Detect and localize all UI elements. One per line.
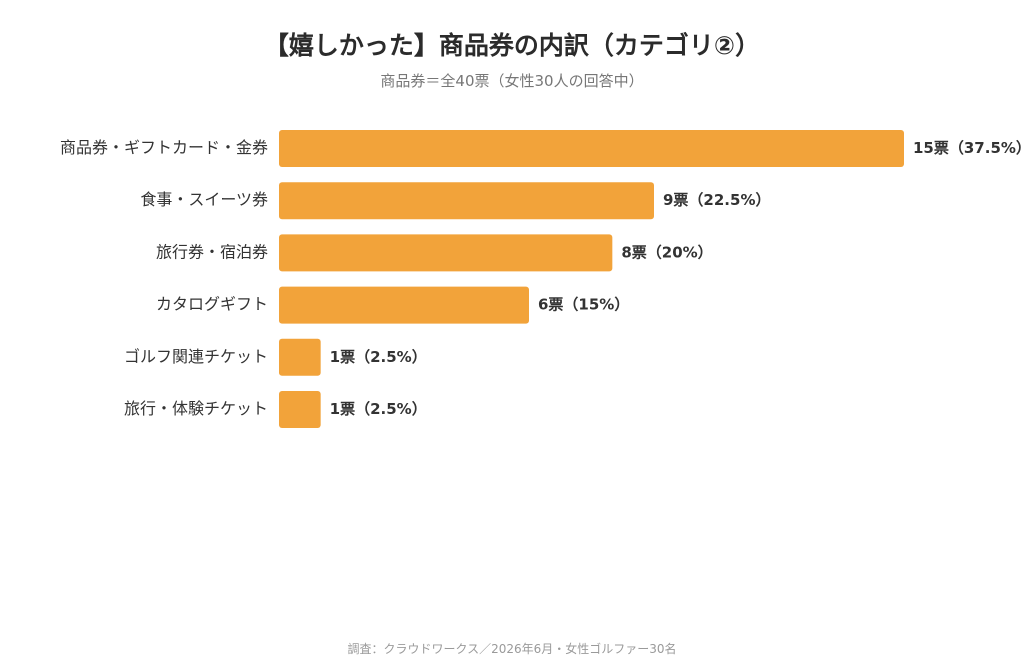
bar xyxy=(279,182,654,220)
category-label: 商品券・ギフトカード・金券 xyxy=(60,138,268,157)
data-label: 8票（20%） xyxy=(621,243,712,261)
chart-title: 【嬉しかった】商品券の内訳（カテゴリ②） xyxy=(263,31,761,60)
data-label: 6票（15%） xyxy=(538,296,629,314)
category-label: 旅行・体験チケット xyxy=(124,399,268,418)
bar xyxy=(279,286,529,324)
category-label: 食事・スイーツ券 xyxy=(140,190,268,209)
data-label: 15票（37.5%） xyxy=(913,139,1024,157)
data-label: 1票（2.5%） xyxy=(330,348,427,366)
bar xyxy=(279,234,613,272)
bar xyxy=(279,391,321,428)
bar xyxy=(279,130,904,167)
data-label: 1票（2.5%） xyxy=(330,400,427,418)
chart-subtitle: 商品券＝全40票（女性30人の回答中） xyxy=(380,72,644,90)
category-label: ゴルフ関連チケット xyxy=(124,347,268,366)
data-label: 9票（22.5%） xyxy=(663,191,770,209)
bar xyxy=(279,338,321,376)
category-label: 旅行券・宿泊券 xyxy=(156,242,268,261)
category-label: カタログギフト xyxy=(156,295,268,314)
source-note: 調査：クラウドワークス／2026年6月・女性ゴルファー30名 xyxy=(347,642,677,656)
